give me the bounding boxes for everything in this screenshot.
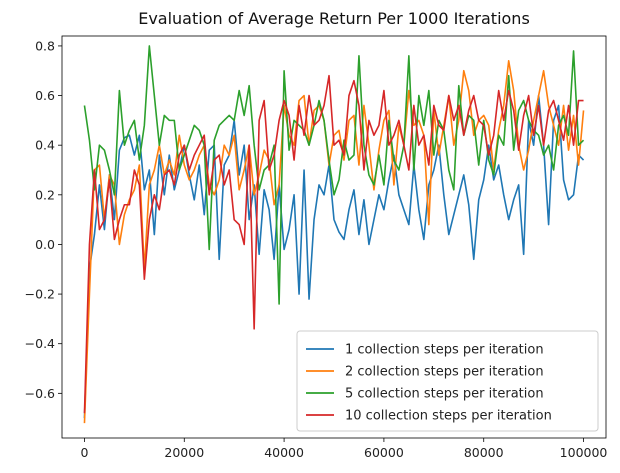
legend-label: 10 collection steps per iteration	[345, 409, 552, 424]
y-tick-label: 0.6	[35, 88, 55, 103]
legend: 1 collection steps per iteration 2 collec…	[296, 330, 599, 432]
series-line-3	[83, 45, 585, 305]
plot-frame	[61, 35, 607, 439]
chart-title: Evaluation of Average Return Per 1000 It…	[138, 9, 530, 28]
legend-label: 2 collection steps per iteration	[345, 365, 544, 380]
series-line-1	[83, 94, 585, 419]
y-tick-label: 0.4	[35, 138, 55, 153]
series-group	[83, 45, 585, 424]
x-tick-label: 60000	[364, 445, 404, 460]
x-tick-label: 80000	[464, 445, 504, 460]
y-tick-label: −0.4	[25, 336, 55, 351]
series-line-4	[83, 74, 584, 414]
legend-label: 1 collection steps per iteration	[345, 343, 544, 358]
y-tick-label: −0.6	[25, 386, 55, 401]
y-tick-label: 0.8	[35, 38, 55, 53]
x-tick-label: 40000	[264, 445, 304, 460]
x-tick-label: 20000	[164, 445, 204, 460]
axes: 0 20000 40000 60000 80000 100000 −0.6 −0.4 −0.2 0…	[25, 35, 608, 460]
legend-box	[296, 330, 599, 432]
x-tick-label: 0	[80, 445, 88, 460]
y-tick-label: 0.0	[35, 237, 55, 252]
legend-label: 5 collection steps per iteration	[345, 387, 544, 402]
y-tick-label: 0.2	[35, 187, 55, 202]
y-tick-label: −0.2	[25, 287, 55, 302]
x-tick-label: 100000	[560, 445, 608, 460]
